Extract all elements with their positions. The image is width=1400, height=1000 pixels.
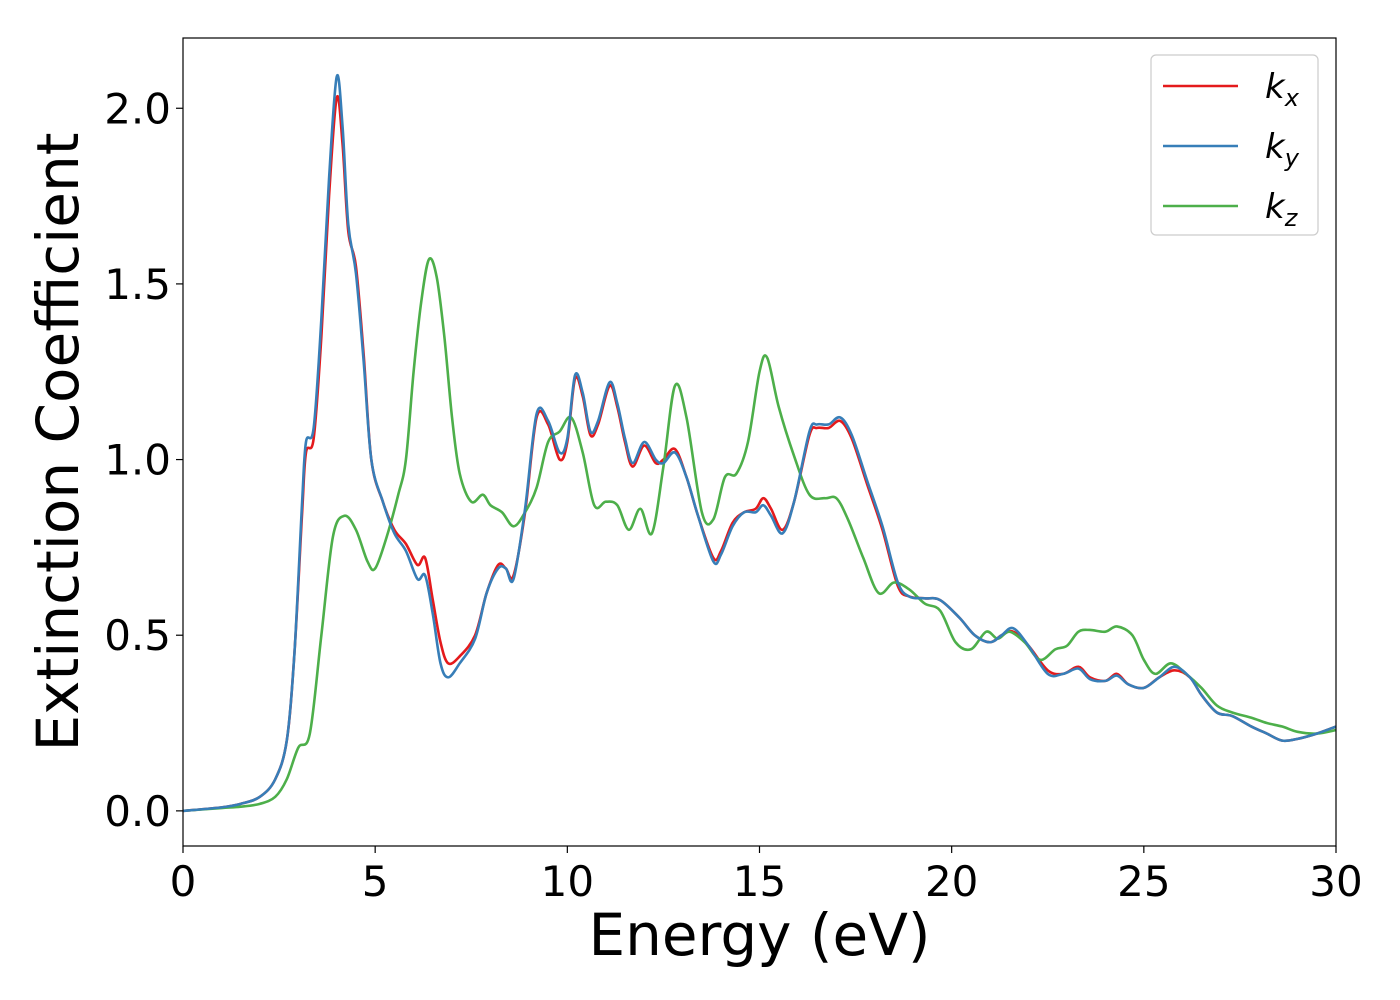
series-line-ky xyxy=(183,73,1336,813)
x-tick-label: 25 xyxy=(1117,857,1170,906)
legend-label: kz xyxy=(1265,187,1299,232)
legend-entry-kx: kx xyxy=(1163,67,1300,112)
x-tick-label: 0 xyxy=(170,857,197,906)
plot-lines xyxy=(183,73,1336,813)
x-tick-label: 15 xyxy=(733,857,786,906)
series-line-kz xyxy=(183,257,1336,813)
legend-label-base: k xyxy=(1265,67,1286,107)
legend-label: ky xyxy=(1265,127,1300,172)
legend-entry-ky: ky xyxy=(1163,127,1300,172)
legend-label: kx xyxy=(1265,67,1300,112)
legend-label-subscript: y xyxy=(1284,144,1300,172)
x-tick-label: 30 xyxy=(1309,857,1362,906)
y-tick-label: 1.5 xyxy=(104,260,171,309)
x-tick-label: 20 xyxy=(925,857,978,906)
y-tick-label: 1.0 xyxy=(104,436,171,485)
y-tick-label: 0.5 xyxy=(104,611,171,660)
x-axis-label: Energy (eV) xyxy=(588,901,930,969)
legend-label-subscript: x xyxy=(1284,84,1300,112)
y-tick-label: 0.0 xyxy=(104,787,171,836)
x-tick-label: 10 xyxy=(541,857,594,906)
legend-entry-kz: kz xyxy=(1163,187,1299,232)
legend-label-base: k xyxy=(1265,187,1286,227)
legend-label-subscript: z xyxy=(1284,204,1299,232)
x-tick-label: 5 xyxy=(362,857,389,906)
y-axis-label: Extinction Coefficient xyxy=(24,133,92,752)
legend-label-base: k xyxy=(1265,127,1286,167)
y-tick-label: 2.0 xyxy=(104,84,171,133)
y-axis-ticks: 0.0 0.5 1.0 1.5 2.0 xyxy=(104,84,183,836)
x-axis-ticks: 0 5 10 15 20 25 30 xyxy=(170,846,1363,906)
